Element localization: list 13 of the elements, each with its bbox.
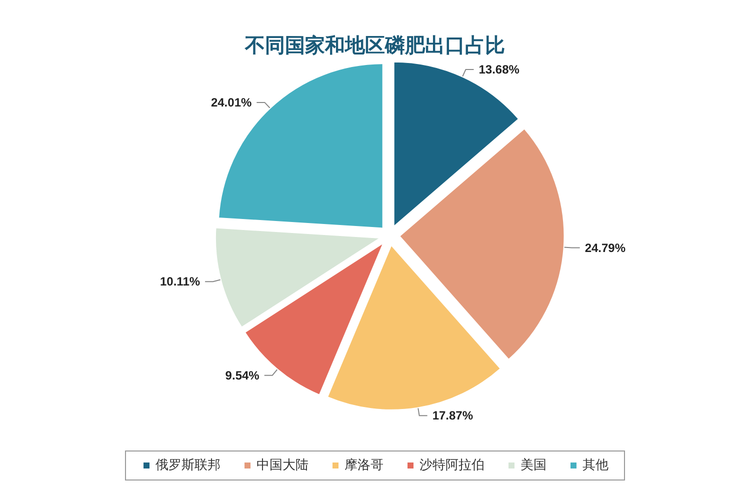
data-label: 24.01% (210, 95, 252, 110)
legend-label: 俄罗斯联邦 (156, 458, 220, 473)
chart-title: 不同国家和地区磷肥出口占比 (244, 33, 505, 57)
legend-label: 中国大陆 (256, 458, 308, 473)
legend-label: 美国 (520, 457, 546, 473)
data-label: 9.54% (225, 368, 260, 382)
data-label: 10.11% (160, 274, 200, 289)
legend-label: 摩洛哥 (344, 458, 384, 473)
data-label: 13.68% (478, 62, 520, 77)
legend-label: 沙特阿拉伯 (420, 458, 484, 473)
legend-label: 其他 (582, 458, 608, 473)
data-label: 24.79% (584, 240, 626, 255)
data-label: 17.87% (432, 408, 474, 423)
